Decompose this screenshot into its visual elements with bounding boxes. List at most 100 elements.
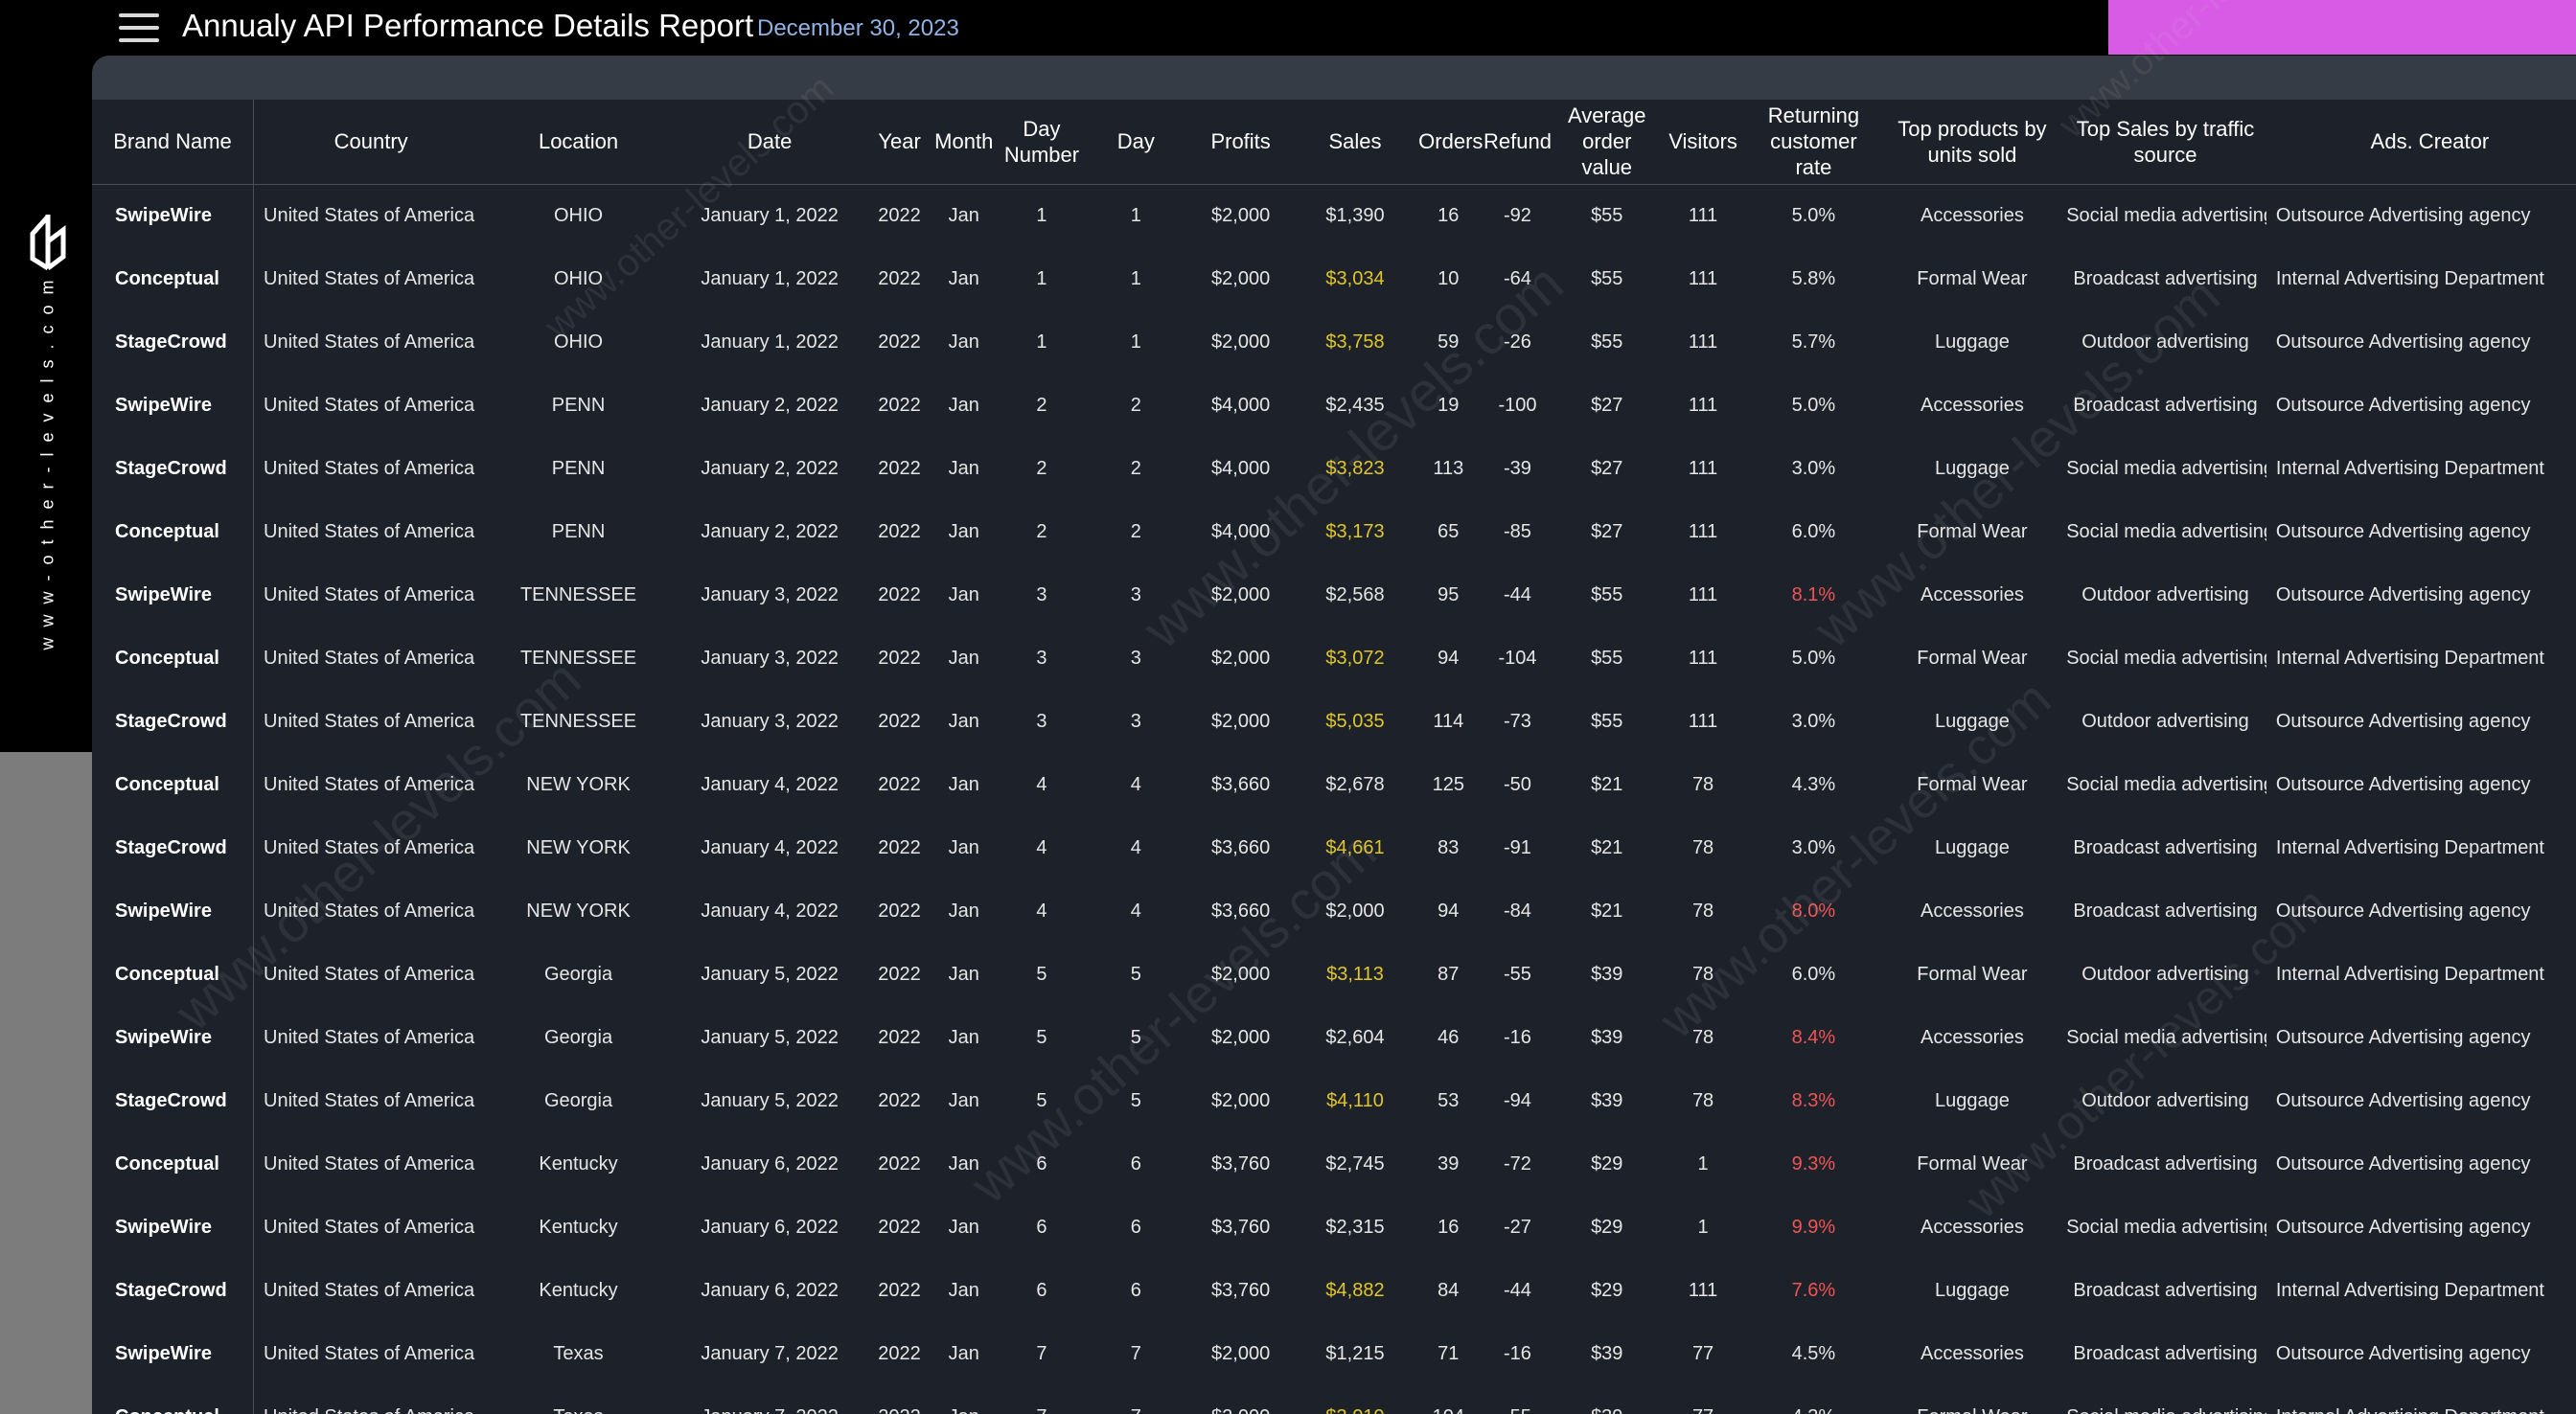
cell-sales: $2,568 [1325, 583, 1385, 605]
table-row[interactable]: Conceptual United States of America Kentuc… [92, 1132, 2576, 1196]
cell-creator: Outsource Advertising agency [2275, 583, 2531, 605]
cell-creator: Outsource Advertising agency [2275, 1089, 2531, 1111]
cell-visitors: 111 [1688, 520, 1718, 542]
cell-country: United States of America [254, 1385, 489, 1414]
column-header-refund[interactable]: Refund [1480, 100, 1555, 185]
cell-year: 2022 [878, 520, 921, 542]
cell-year: 2022 [878, 1089, 921, 1111]
cell-topsales: Social media advertising [2066, 1026, 2266, 1048]
column-header-returning[interactable]: Returning customer rate [1747, 100, 1880, 185]
column-header-date[interactable]: Date [668, 100, 871, 185]
column-header-year[interactable]: Year [870, 100, 929, 185]
cell-aov: $39 [1591, 963, 1623, 985]
cell-date: January 3, 2022 [701, 710, 839, 732]
cell-creator: Outsource Advertising agency [2275, 394, 2531, 416]
table-row[interactable]: SwipeWire United States of America Georgia… [92, 1006, 2576, 1069]
cell-profits: $3,760 [1211, 1152, 1271, 1175]
cell-country: United States of America [264, 267, 475, 289]
cell-topsales: Broadcast advertising [2073, 1342, 2258, 1364]
table-row[interactable]: SwipeWire United States of America OHIO Jan… [92, 184, 2576, 247]
sidebar-url-text: www-other-levels.com [37, 269, 58, 650]
table-row[interactable]: SwipeWire United States of America TENNESS… [92, 563, 2576, 627]
cell-returning: 4.3% [1747, 1385, 1879, 1414]
cell-creator: Outsource Advertising agency [2275, 1216, 2531, 1238]
cell-topsales: Outdoor advertising [2082, 583, 2249, 605]
table-row[interactable]: SwipeWire United States of America PENN Jan… [92, 374, 2576, 437]
column-header-day[interactable]: Day [1084, 100, 1188, 185]
cell-refund: -84 [1504, 900, 1531, 922]
table-row[interactable]: StageCrowd United States of America Georgi… [92, 1069, 2576, 1132]
table-row[interactable]: StageCrowd United States of America Kentuc… [92, 1259, 2576, 1322]
column-header-creator[interactable]: Ads. Creator [2266, 100, 2576, 185]
cell-orders: 83 [1438, 836, 1460, 858]
cell-returning: 9.9% [1791, 1216, 1836, 1238]
cell-country: United States of America [264, 1342, 475, 1364]
table-row[interactable]: StageCrowd United States of America TENNES… [92, 690, 2576, 753]
column-header-location[interactable]: Location [488, 100, 669, 185]
cell-creator: Outsource Advertising agency [2275, 204, 2531, 226]
table-row[interactable]: Conceptual United States of America PENN Ja… [92, 500, 2576, 563]
cell-returning: 8.0% [1791, 900, 1836, 922]
column-header-daynum[interactable]: Day Number [999, 100, 1085, 185]
cell-returning: 5.0% [1791, 647, 1836, 669]
cell-topsales: Social media advertising [2066, 1216, 2266, 1238]
table-row[interactable]: Conceptual United States of America Georgi… [92, 943, 2576, 1006]
table-row[interactable]: StageCrowd United States of America PENN Ja… [92, 437, 2576, 500]
cell-month: Jan [948, 900, 979, 922]
cell-daynum: 4 [1036, 836, 1047, 858]
column-header-topsales[interactable]: Top Sales by traffic source [2064, 100, 2266, 185]
column-header-brand[interactable]: Brand Name [92, 100, 255, 185]
table-row[interactable]: Conceptual United States of America TENNES… [92, 627, 2576, 690]
cell-visitors: 77 [1691, 1342, 1714, 1364]
cell-aov: $55 [1591, 710, 1623, 732]
cell-brand: SwipeWire [92, 374, 255, 437]
column-header-profits[interactable]: Profits [1187, 100, 1294, 185]
cell-country: United States of America [264, 773, 475, 795]
cell-country: United States of America [264, 900, 475, 922]
table-row[interactable]: StageCrowd United States of America OHIO Ja… [92, 310, 2576, 374]
column-header-topproducts[interactable]: Top products by units sold [1879, 100, 2065, 185]
cell-daynum: 7 [1036, 1342, 1047, 1364]
cell-orders: 71 [1438, 1342, 1460, 1364]
cell-orders: 114 [1433, 710, 1464, 732]
cell-date: January 3, 2022 [701, 647, 839, 669]
column-header-aov[interactable]: Average order value [1554, 100, 1659, 185]
cell-topproducts: Accessories [1920, 1342, 2024, 1364]
table-row[interactable]: Conceptual United States of America NEW YO… [92, 753, 2576, 816]
cell-brand: StageCrowd [92, 437, 255, 500]
cell-year: 2022 [878, 204, 921, 226]
table-row[interactable]: SwipeWire United States of America Kentuck… [92, 1196, 2576, 1259]
table-row[interactable]: StageCrowd United States of America NEW YO… [92, 816, 2576, 879]
hamburger-menu-icon[interactable] [119, 11, 161, 44]
cell-profits: $2,000 [1211, 710, 1271, 732]
cell-sales: $3,823 [1325, 457, 1385, 479]
column-header-month[interactable]: Month [928, 100, 1000, 185]
cell-month: Jan [948, 773, 979, 795]
column-header-country[interactable]: Country [253, 100, 489, 185]
cell-day: 2 [1130, 520, 1141, 542]
table-row[interactable]: SwipeWire United States of America NEW YOR… [92, 879, 2576, 943]
cell-visitors: 111 [1688, 331, 1718, 353]
column-header-sales[interactable]: Sales [1293, 100, 1417, 185]
cell-month: Jan [948, 1216, 979, 1238]
cell-profits: $3,760 [1211, 1216, 1271, 1238]
column-header-orders[interactable]: Orders [1416, 100, 1483, 185]
cell-date: January 5, 2022 [701, 963, 839, 985]
cell-day: 1 [1130, 267, 1141, 289]
cell-topsales: Outdoor advertising [2082, 331, 2249, 353]
cell-topsales: Outdoor advertising [2082, 710, 2249, 732]
cell-daynum: 3 [1036, 647, 1047, 669]
table-row[interactable]: SwipeWire United States of America Texas Ja… [92, 1322, 2576, 1385]
column-header-visitors[interactable]: Visitors [1658, 100, 1748, 185]
cell-year: 2022 [878, 394, 921, 416]
data-table-container[interactable]: Brand Name Country Location Date Year Month Da… [92, 100, 2576, 1414]
cell-returning: 5.0% [1791, 204, 1836, 226]
cell-topproducts: Luggage [1934, 1089, 2010, 1111]
cell-day: 4 [1130, 836, 1141, 858]
cell-date: January 6, 2022 [701, 1216, 839, 1238]
cell-profits: $2,000 [1211, 204, 1271, 226]
cell-creator: Outsource Advertising agency [2275, 1152, 2531, 1175]
table-row[interactable]: Conceptual United States of America OHIO Ja… [92, 247, 2576, 310]
